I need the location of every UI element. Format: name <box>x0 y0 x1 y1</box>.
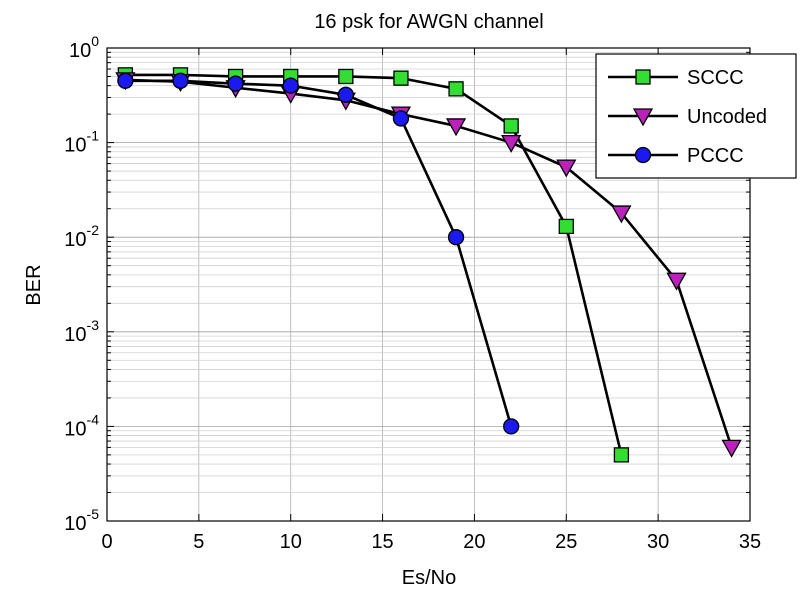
y-tick-label: 10-4 <box>64 411 99 440</box>
y-tick-label: 100 <box>69 33 99 62</box>
x-tick-label: 35 <box>739 531 761 553</box>
data-point <box>172 72 189 89</box>
data-point <box>558 218 574 235</box>
y-tick-label: 10-2 <box>64 222 99 251</box>
x-tick-label: 15 <box>371 531 393 553</box>
data-point <box>227 75 244 92</box>
series-pccc <box>117 72 520 435</box>
data-point <box>632 108 654 127</box>
x-tick-label: 20 <box>463 531 485 553</box>
y-tick-exponent: -3 <box>87 317 100 333</box>
data-point <box>117 72 134 89</box>
legend: SCCC Uncoded PCCC <box>595 53 797 179</box>
x-tick-label: 5 <box>193 531 204 553</box>
y-tick-label: 10-5 <box>64 506 99 535</box>
data-point <box>613 447 630 463</box>
plot-area: 0 5 10 15 20 25 30 3510-510-410-310-210-1100SCC… <box>64 33 797 553</box>
data-point <box>666 272 687 291</box>
y-tick-label: 10-3 <box>64 317 99 346</box>
legend-item-pccc: PCCC <box>608 145 744 167</box>
data-point <box>338 68 354 85</box>
data-point <box>503 118 519 134</box>
x-axis-label: Es/No <box>402 567 456 589</box>
y-axis-label: BER <box>23 264 45 305</box>
y-tick-exponent: -5 <box>87 506 100 522</box>
data-point <box>635 69 651 85</box>
data-point <box>445 118 467 137</box>
data-point <box>721 439 742 458</box>
y-tick-base: 10 <box>64 135 86 157</box>
data-point <box>393 70 409 86</box>
legend-label: SCCC <box>687 67 744 89</box>
x-tick-label: 10 <box>280 531 302 553</box>
y-tick-base: 10 <box>64 513 86 535</box>
x-tick-label: 0 <box>101 531 112 553</box>
y-tick-base: 10 <box>64 418 86 440</box>
data-point <box>447 229 465 246</box>
series-line <box>125 78 733 448</box>
chart-title: 16 psk for AWGN channel <box>314 11 543 33</box>
x-tick-label: 25 <box>555 531 577 553</box>
y-tick-base: 10 <box>64 324 86 346</box>
data-point <box>634 146 652 164</box>
legend-item-sccc: SCCC <box>608 67 744 89</box>
data-point <box>501 134 522 153</box>
data-point <box>556 159 577 178</box>
data-point <box>611 205 632 224</box>
legend-item-uncoded: Uncoded <box>608 106 767 128</box>
plot-frame <box>106 47 751 522</box>
y-tick-exponent: -1 <box>87 128 100 144</box>
series-line <box>125 79 513 427</box>
y-tick-exponent: -4 <box>87 411 100 427</box>
y-tick-base: 10 <box>69 40 91 62</box>
y-tick-label: 10-1 <box>64 128 99 157</box>
data-point <box>282 77 299 94</box>
legend-label: PCCC <box>687 145 744 167</box>
data-point <box>337 86 354 103</box>
data-point <box>392 110 410 127</box>
data-point <box>448 81 464 97</box>
series-line <box>125 73 623 456</box>
y-tick-exponent: 0 <box>91 33 99 49</box>
data-point <box>503 418 520 435</box>
x-tick-label: 30 <box>647 531 669 553</box>
y-tick-base: 10 <box>64 229 86 251</box>
legend-label: Uncoded <box>687 106 767 128</box>
y-tick-exponent: -2 <box>87 222 100 238</box>
